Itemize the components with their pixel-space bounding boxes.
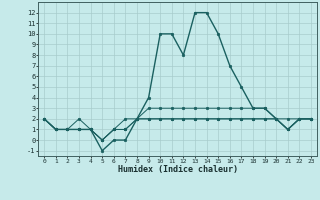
X-axis label: Humidex (Indice chaleur): Humidex (Indice chaleur) (118, 165, 238, 174)
